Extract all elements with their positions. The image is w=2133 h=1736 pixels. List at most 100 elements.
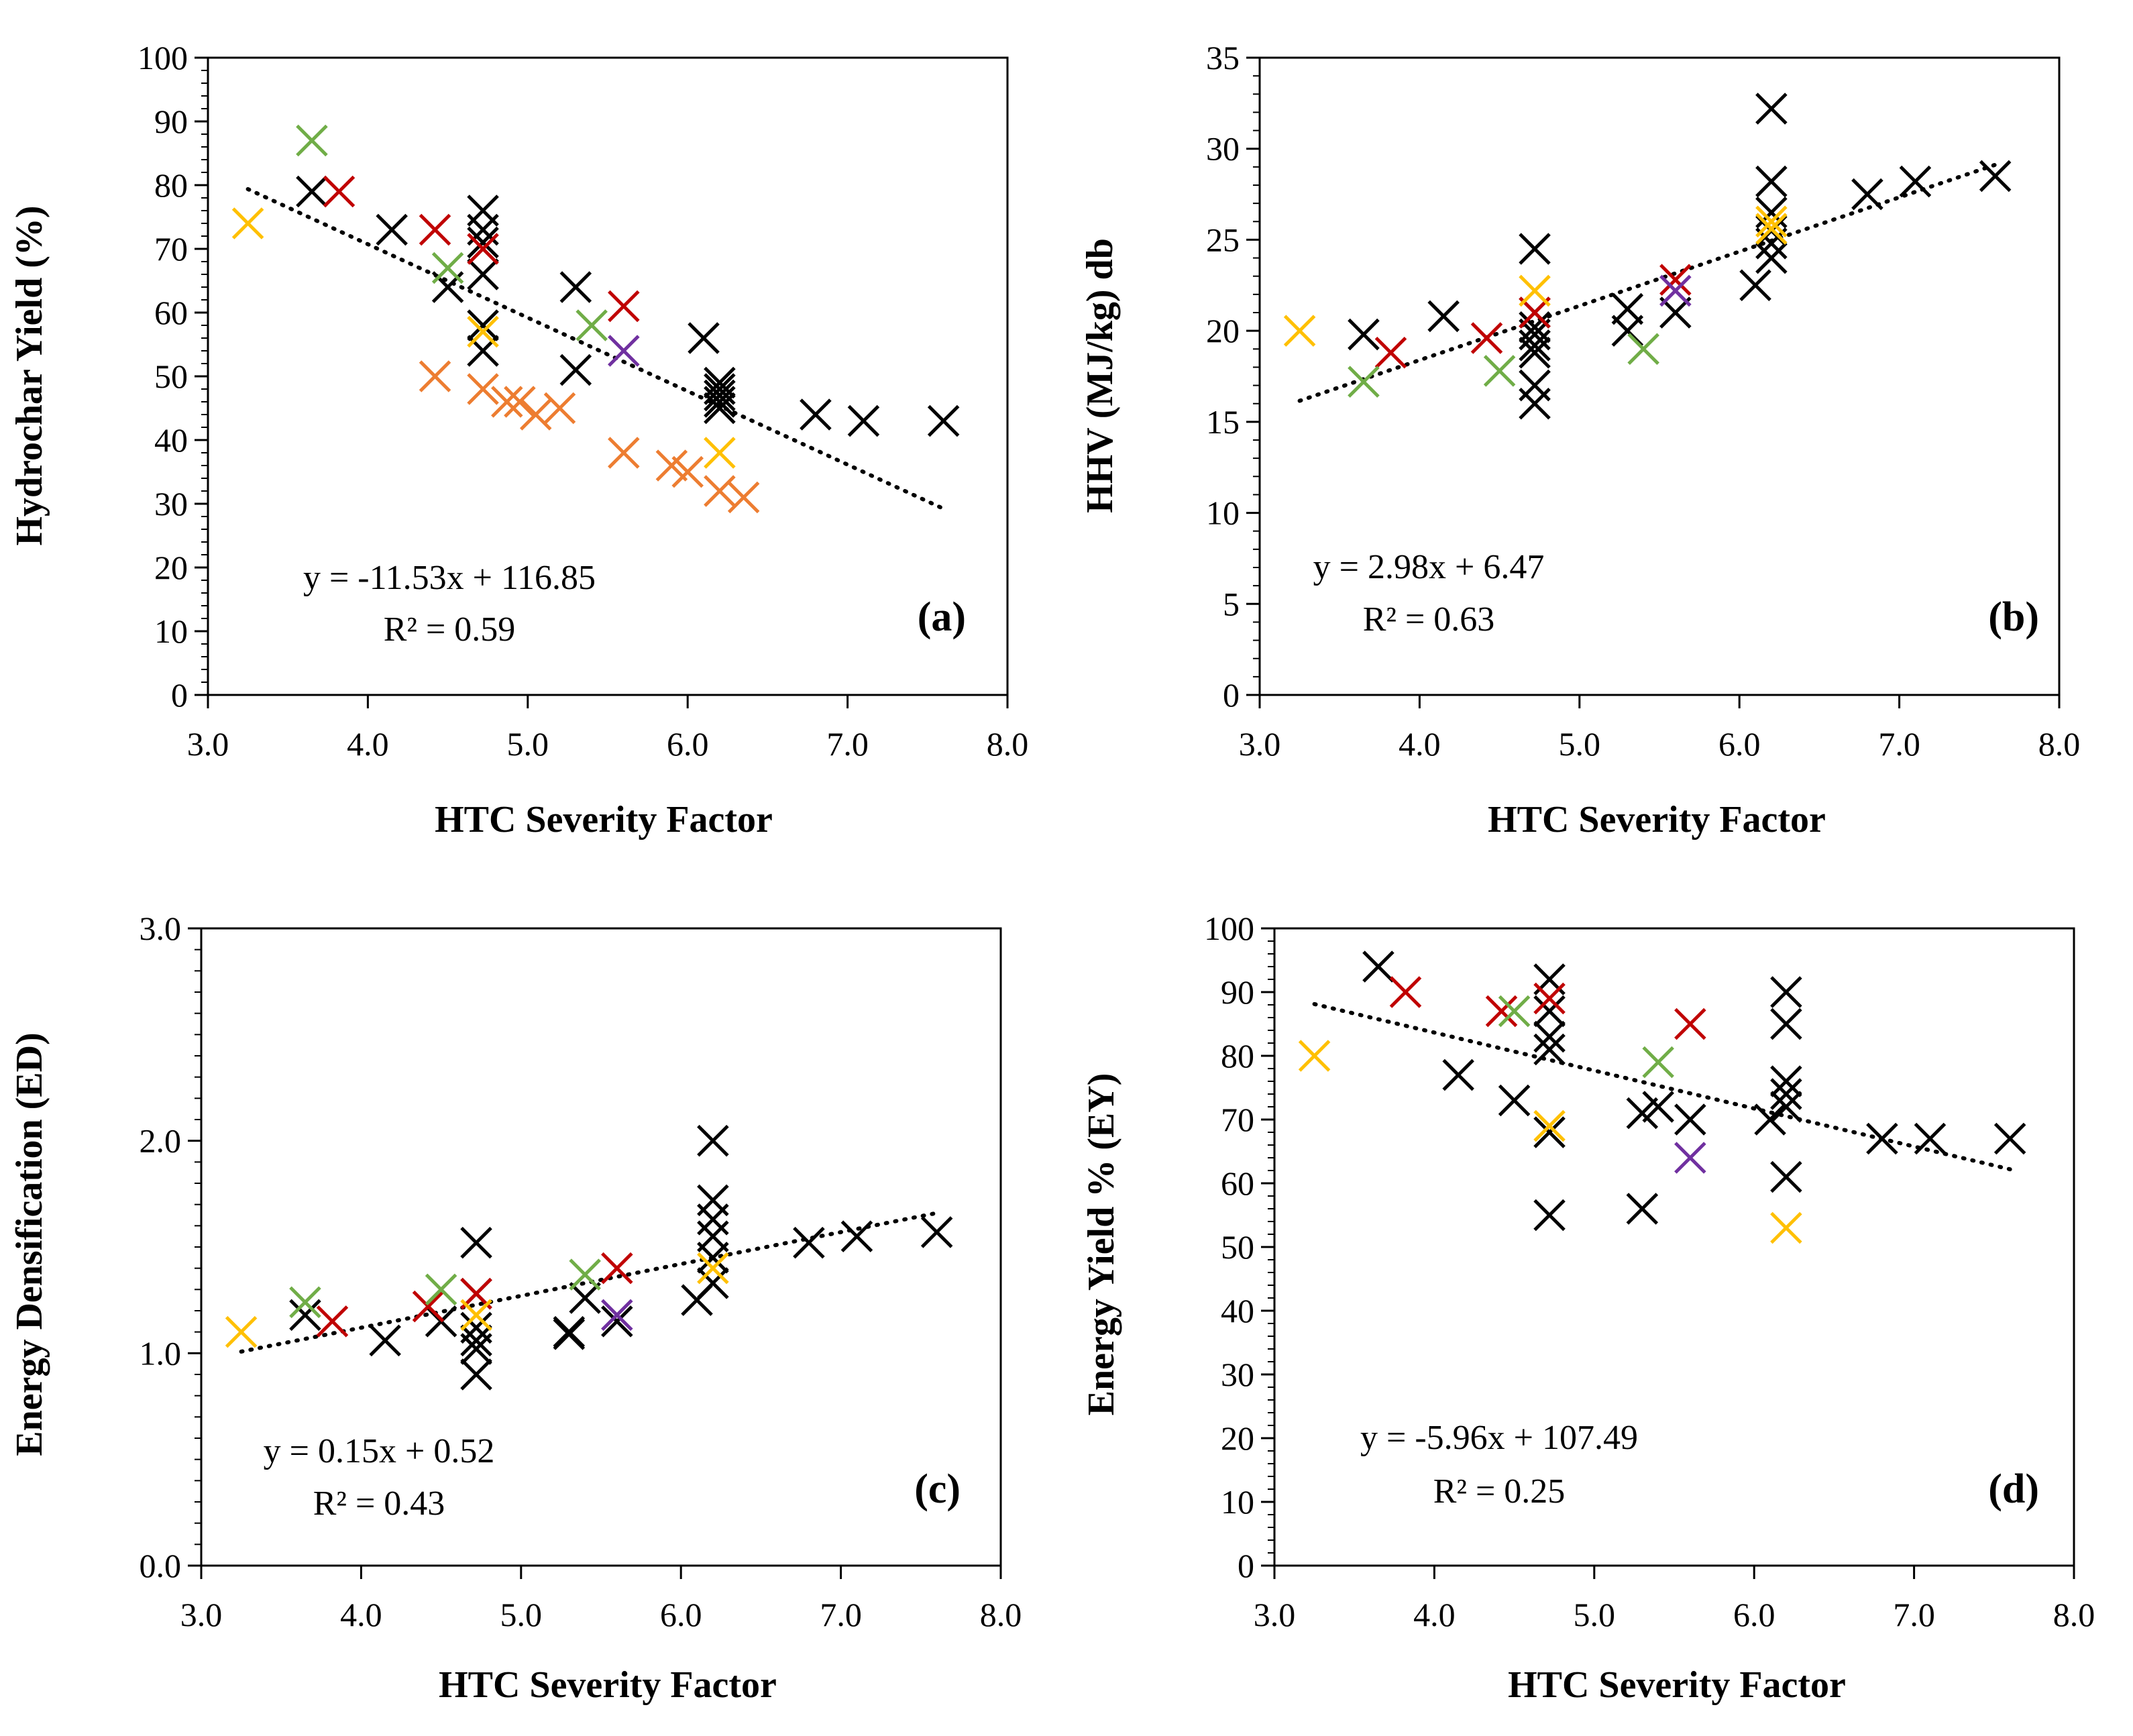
marker-stroke — [1533, 1109, 1566, 1142]
data-point-orange — [491, 386, 523, 418]
y-tick-label: 70 — [1221, 1101, 1254, 1138]
plot-frame — [1273, 927, 2075, 1567]
data-point-red — [419, 213, 451, 246]
marker-stroke — [1674, 1008, 1706, 1040]
marker-stroke — [1770, 1160, 1802, 1193]
marker-stroke — [559, 271, 592, 303]
marker-stroke — [1739, 269, 1771, 302]
data-point-black — [697, 1203, 729, 1236]
x-tick-label: 5.0 — [1574, 1596, 1616, 1633]
data-point-orange — [727, 481, 760, 514]
marker-stroke — [1755, 165, 1788, 198]
data-point-black — [1519, 336, 1551, 369]
marker-stroke — [412, 1290, 445, 1323]
marker-stroke — [1283, 315, 1316, 347]
marker-stroke — [569, 1282, 601, 1314]
marker-stroke — [553, 1318, 586, 1350]
data-point-orange — [543, 392, 576, 425]
data-point-black — [1362, 951, 1394, 983]
data-point-black — [688, 322, 720, 354]
data-point-black — [467, 226, 499, 259]
data-point-yellow — [1755, 205, 1788, 238]
y-tick-label: 40 — [154, 421, 188, 459]
plot-frame — [207, 56, 1009, 696]
marker-stroke — [1519, 387, 1551, 420]
data-point-red — [316, 1305, 349, 1338]
marker-stroke — [704, 437, 736, 469]
marker-stroke — [569, 1258, 601, 1291]
data-point-black — [1642, 1091, 1674, 1123]
y-tick-label: 0 — [1238, 1547, 1254, 1584]
data-point-black — [1770, 1008, 1802, 1040]
data-point-purple — [608, 335, 640, 367]
data-point-orange — [419, 360, 451, 392]
x-tick-label: 6.0 — [660, 1596, 702, 1633]
data-point-black — [1674, 1103, 1706, 1136]
marker-stroke — [1755, 93, 1788, 125]
marker-stroke — [608, 437, 640, 469]
marker-stroke — [1899, 165, 1932, 198]
data-point-black — [920, 1216, 953, 1248]
marker-stroke — [608, 335, 640, 367]
data-point-orange — [704, 475, 736, 507]
marker-stroke — [1674, 1142, 1706, 1174]
x-axis-title-a: HTC Severity Factor — [435, 799, 773, 840]
plot-area-d: 0 10 20 30 40 50 60 70 80 90 100 3.0 4.0 5.0 6.0 7.0 8.0 — [1204, 910, 2095, 1633]
data-point-yellow — [1533, 1109, 1566, 1142]
data-point-yellow — [460, 1299, 492, 1332]
data-point-black — [1519, 329, 1551, 362]
data-point-black — [697, 1124, 729, 1157]
panel-a: 0 10 20 30 40 50 60 70 80 90 100 3.0 4.0 5.0 6.0 7.0 8.0… — [9, 39, 1028, 840]
data-point-black — [289, 1299, 321, 1332]
x-axis-title-d: HTC Severity Factor — [1508, 1664, 1846, 1706]
plot-area-a: 0 10 20 30 40 50 60 70 80 90 100 3.0 4.0 5.0 6.0 7.0 8.0 — [138, 39, 1028, 763]
data-point-green — [1642, 1046, 1674, 1079]
panel-label-c: (c) — [914, 1466, 961, 1512]
marker-stroke — [1642, 1046, 1674, 1079]
marker-stroke — [504, 386, 536, 418]
marker-stroke — [1755, 213, 1788, 245]
marker-stroke — [1483, 355, 1516, 387]
marker-stroke — [688, 322, 720, 354]
marker-stroke — [1626, 1097, 1659, 1130]
y-tick-label: 20 — [1206, 312, 1240, 349]
marker-stroke — [704, 475, 736, 507]
trendline-equation-b: y = 2.98x + 6.47 — [1313, 548, 1545, 586]
trendline — [1312, 1001, 2012, 1172]
data-point-black — [1519, 233, 1551, 265]
y-tick-label: 100 — [1204, 910, 1254, 947]
marker-stroke — [1427, 300, 1460, 333]
marker-stroke — [1298, 1040, 1331, 1072]
data-point-black — [467, 309, 499, 341]
data-point-black — [553, 1318, 586, 1350]
y-tick-label: 60 — [154, 294, 188, 331]
y-tick-label: 90 — [1221, 973, 1254, 1011]
x-tick-label: 5.0 — [1559, 725, 1601, 763]
data-point-black — [1533, 1033, 1566, 1066]
data-point-red — [1470, 322, 1503, 354]
data-point-black — [376, 213, 408, 246]
marker-stroke — [1770, 1091, 1802, 1123]
data-point-black — [1755, 93, 1788, 125]
data-point-black — [697, 1242, 729, 1274]
marker-stroke — [376, 213, 408, 246]
marker-stroke — [467, 233, 499, 265]
trendline — [245, 186, 946, 511]
data-point-yellow — [1283, 315, 1316, 347]
data-point-black — [569, 1282, 601, 1314]
marker-stroke — [1755, 205, 1788, 238]
marker-stroke — [1498, 1084, 1531, 1117]
y-tick-label: 30 — [154, 485, 188, 523]
data-point-black — [1770, 1078, 1802, 1110]
data-point-black — [1979, 160, 2012, 193]
marker-stroke — [467, 373, 499, 405]
marker-stroke — [289, 1299, 321, 1332]
marker-stroke — [1659, 274, 1692, 307]
y-tick-label: 80 — [154, 166, 188, 204]
y-tick-label: 10 — [154, 612, 188, 650]
data-point-black — [1770, 1065, 1802, 1097]
data-point-black — [559, 271, 592, 303]
marker-stroke — [1770, 1008, 1802, 1040]
marker-stroke — [1519, 336, 1551, 369]
marker-stroke — [704, 379, 736, 412]
